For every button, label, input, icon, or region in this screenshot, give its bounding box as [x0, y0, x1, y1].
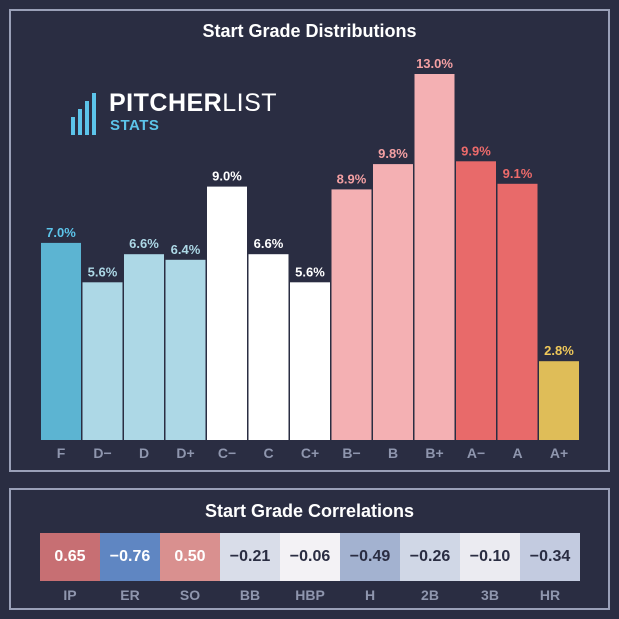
correlation-cell-ip: 0.65 IP	[40, 533, 100, 603]
correlation-value: −0.49	[340, 533, 400, 581]
x-tick-label-0: F	[57, 445, 66, 461]
bar-value-label-0: 7.0%	[46, 225, 76, 240]
x-tick-label-6: C+	[301, 445, 319, 461]
x-tick-label-8: B	[388, 445, 398, 461]
x-tick-label-7: B−	[342, 445, 360, 461]
bar-value-label-9: 13.0%	[416, 56, 453, 71]
correlation-cell-er: −0.76 ER	[100, 533, 160, 603]
correlation-cell-bb: −0.21 BB	[220, 533, 280, 603]
bar-7	[331, 189, 372, 440]
correlation-cell-3b: −0.10 3B	[460, 533, 520, 603]
bar-value-label-8: 9.8%	[378, 146, 408, 161]
logo-word-stats: STATS	[110, 117, 160, 134]
bar-value-label-12: 2.8%	[544, 343, 574, 358]
distribution-panel: Start Grade Distributions PITCHERLIST ST…	[9, 9, 610, 472]
bar-value-label-4: 9.0%	[212, 169, 242, 184]
bar-12	[539, 361, 579, 440]
correlation-stat-label: IP	[63, 587, 77, 603]
correlation-value: −0.06	[280, 533, 340, 581]
correlations-grid: 0.65 IP −0.76 ER 0.50 SO −0.21 BB −0.06 HBP −0.49 H…	[40, 533, 580, 603]
correlation-value: −0.10	[460, 533, 520, 581]
bar-value-label-10: 9.9%	[461, 143, 491, 158]
pitcherlist-stats-logo: PITCHERLIST STATS	[71, 83, 291, 139]
bar-value-label-5: 6.6%	[254, 236, 284, 251]
correlation-cell-h: −0.49 H	[340, 533, 400, 603]
correlation-value: 0.50	[160, 533, 220, 581]
correlation-value: −0.21	[220, 533, 280, 581]
x-tick-label-10: A−	[467, 445, 485, 461]
bar-value-label-11: 9.1%	[503, 166, 533, 181]
logo-word-pitcher: PITCHER	[109, 89, 223, 117]
x-tick-label-5: C	[263, 445, 273, 461]
x-tick-label-2: D	[139, 445, 149, 461]
correlation-value: −0.76	[100, 533, 160, 581]
bar-4	[207, 186, 247, 440]
correlation-stat-label: HR	[539, 587, 561, 603]
correlation-stat-label: BB	[239, 587, 261, 603]
x-tick-label-4: C−	[218, 445, 236, 461]
bar-3	[165, 259, 206, 440]
correlation-stat-label: 2B	[421, 587, 439, 603]
logo-bars-icon	[71, 93, 103, 135]
x-tick-label-3: D+	[176, 445, 194, 461]
distribution-title: Start Grade Distributions	[202, 21, 417, 41]
correlation-stat-label: HBP	[295, 587, 325, 603]
bar-2	[124, 254, 164, 440]
x-tick-label-12: A+	[550, 445, 568, 461]
correlation-value: 0.65	[40, 533, 100, 581]
bar-value-label-3: 6.4%	[171, 242, 201, 257]
bar-10	[456, 161, 496, 441]
bar-0	[41, 242, 81, 440]
correlations-title: Start Grade Correlations	[204, 501, 415, 521]
bar-6	[290, 282, 330, 440]
correlation-cell-hbp: −0.06 HBP	[280, 533, 340, 603]
bar-value-label-7: 8.9%	[337, 171, 367, 186]
logo-word-list: LIST	[222, 89, 278, 117]
x-tick-label-9: B+	[425, 445, 443, 461]
x-tick-label-11: A	[512, 445, 522, 461]
bar-1	[82, 282, 123, 440]
bar-11	[497, 183, 538, 441]
bar-5	[248, 254, 289, 440]
correlation-cell-so: 0.50 SO	[160, 533, 220, 603]
correlation-cell-hr: −0.34 HR	[520, 533, 580, 603]
correlation-stat-label: ER	[120, 587, 140, 603]
bar-8	[373, 164, 413, 440]
x-tick-label-1: D−	[93, 445, 111, 461]
correlation-stat-label: H	[364, 587, 376, 603]
correlation-cell-2b: −0.26 2B	[400, 533, 460, 603]
correlation-stat-label: 3B	[481, 587, 499, 603]
bar-value-label-2: 6.6%	[129, 236, 159, 251]
correlations-panel: Start Grade Correlations 0.65 IP −0.76 ER 0.…	[9, 488, 610, 610]
bar-9	[414, 74, 455, 440]
correlation-value: −0.34	[520, 533, 580, 581]
correlation-value: −0.26	[400, 533, 460, 581]
bar-value-label-1: 5.6%	[88, 264, 118, 279]
correlation-stat-label: SO	[179, 587, 201, 603]
bar-value-label-6: 5.6%	[295, 264, 325, 279]
